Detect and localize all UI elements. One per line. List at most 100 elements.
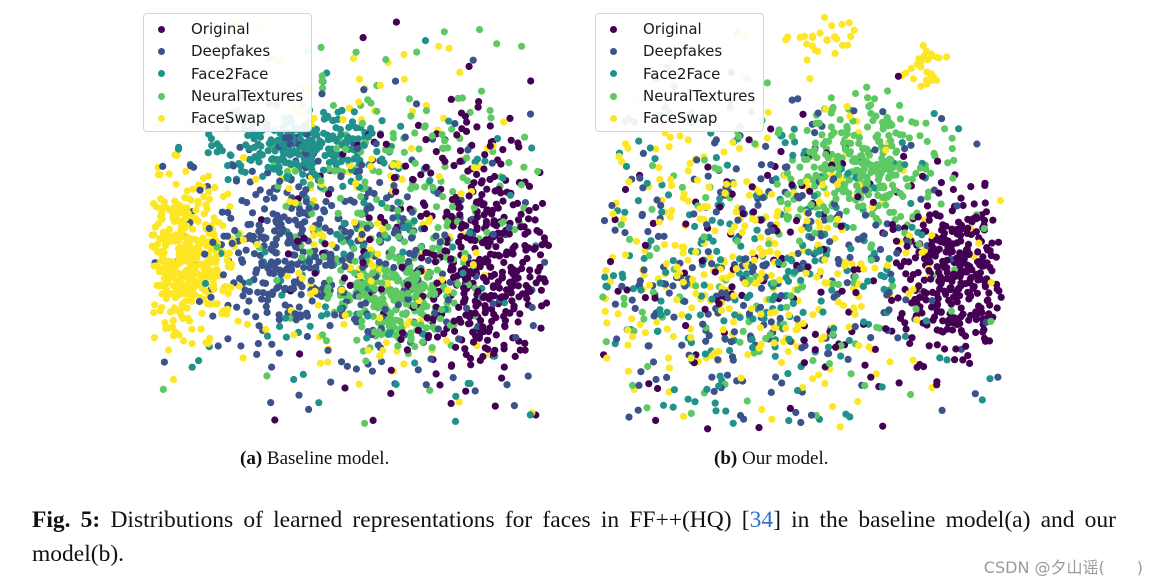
scatter-point	[925, 252, 933, 261]
scatter-point	[669, 257, 677, 265]
scatter-point	[872, 221, 880, 229]
scatter-point	[279, 225, 287, 233]
scatter-point	[381, 231, 389, 239]
scatter-point	[266, 188, 274, 196]
legend-entry: Face2Face	[154, 63, 303, 85]
scatter-point	[818, 131, 826, 139]
scatter-point	[941, 125, 949, 133]
scatter-point	[907, 199, 915, 208]
scatter-point	[638, 210, 646, 218]
scatter-point	[438, 131, 446, 139]
scatter-point	[497, 293, 505, 301]
scatter-point	[950, 270, 958, 278]
scatter-point	[378, 279, 386, 287]
scatter-point	[517, 210, 525, 218]
scatter-point	[401, 311, 409, 319]
scatter-point	[370, 189, 378, 198]
scatter-point	[252, 313, 260, 321]
scatter-point	[643, 404, 651, 412]
scatter-point	[634, 197, 642, 205]
scatter-point	[250, 133, 258, 141]
scatter-point	[241, 168, 249, 176]
scatter-point	[753, 226, 761, 234]
scatter-point	[668, 206, 676, 214]
scatter-point	[768, 226, 776, 234]
scatter-point	[263, 217, 271, 225]
scatter-point	[361, 184, 369, 192]
scatter-point	[317, 43, 325, 52]
scatter-point	[888, 221, 896, 229]
scatter-point	[368, 367, 376, 375]
scatter-point	[457, 109, 466, 117]
scatter-point	[875, 138, 883, 146]
scatter-point	[793, 386, 802, 395]
scatter-point	[681, 297, 689, 306]
scatter-point	[754, 201, 762, 209]
scatter-point	[922, 317, 930, 325]
scatter-point	[663, 325, 671, 333]
scatter-point	[255, 158, 263, 166]
scatter-point	[447, 266, 455, 274]
scatter-point	[669, 332, 677, 341]
scatter-point	[671, 241, 679, 249]
scatter-point	[613, 335, 621, 343]
scatter-point	[508, 297, 516, 305]
scatter-point	[178, 312, 186, 320]
scatter-point	[411, 343, 419, 351]
scatter-point	[810, 192, 818, 200]
scatter-point	[722, 407, 730, 415]
scatter-point	[341, 262, 349, 271]
scatter-point	[159, 162, 167, 170]
scatter-point	[417, 321, 425, 329]
scatter-point	[478, 191, 486, 199]
scatter-point	[228, 239, 236, 247]
scatter-point	[748, 335, 756, 344]
scatter-point	[624, 326, 632, 334]
scatter-point	[811, 229, 819, 237]
scatter-point	[757, 161, 766, 169]
scatter-point	[651, 155, 659, 163]
scatter-point	[682, 220, 690, 228]
scatter-point	[363, 205, 371, 213]
scatter-point	[268, 290, 276, 299]
scatter-point	[195, 297, 203, 306]
scatter-point	[885, 255, 893, 263]
scatter-point	[939, 328, 947, 336]
citation-link[interactable]: 34	[749, 507, 774, 533]
scatter-point	[349, 54, 358, 63]
scatter-point	[756, 188, 764, 196]
scatter-point	[499, 218, 507, 226]
scatter-point	[690, 210, 698, 218]
scatter-point	[307, 181, 315, 189]
scatter-point	[337, 158, 345, 166]
scatter-point	[646, 252, 654, 260]
scatter-point	[781, 139, 789, 147]
scatter-point	[409, 228, 417, 236]
scatter-point	[994, 238, 1003, 246]
scatter-point	[656, 175, 664, 184]
legend-dot	[158, 114, 165, 122]
scatter-point	[239, 354, 247, 362]
scatter-point	[336, 125, 344, 134]
scatter-point	[391, 77, 400, 85]
scatter-point	[491, 402, 499, 410]
scatter-point	[843, 41, 852, 49]
scatter-point	[645, 281, 654, 289]
scatter-point	[841, 145, 849, 153]
scatter-point	[679, 278, 687, 286]
scatter-point	[715, 165, 723, 173]
scatter-point	[815, 210, 823, 218]
scatter-point	[731, 222, 739, 231]
scatter-point	[284, 250, 292, 258]
scatter-point	[723, 371, 732, 379]
scatter-point	[757, 284, 766, 292]
scatter-point	[880, 273, 888, 281]
scatter-point	[524, 372, 532, 380]
scatter-point	[803, 177, 811, 186]
scatter-point	[447, 399, 455, 408]
scatter-point	[811, 346, 819, 354]
scatter-point	[641, 294, 649, 302]
scatter-point	[688, 304, 696, 312]
scatter-point	[500, 312, 508, 320]
scatter-point	[530, 245, 538, 253]
